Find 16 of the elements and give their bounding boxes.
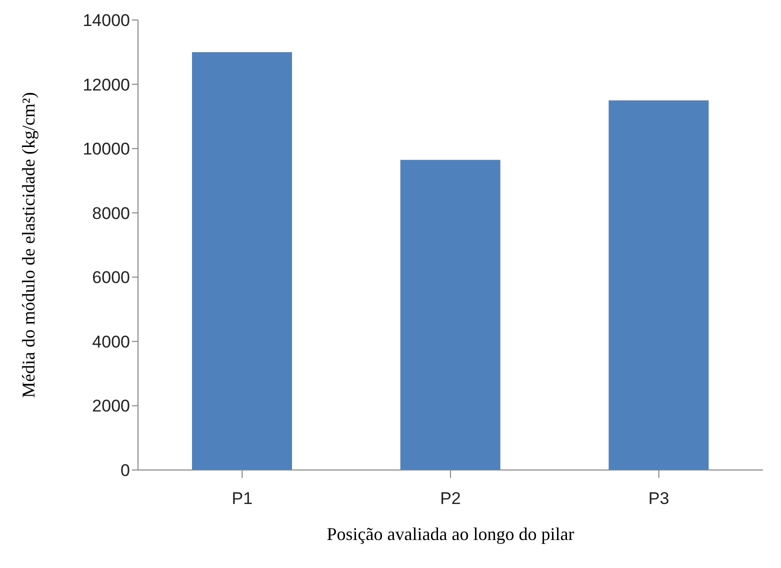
x-tick-label: P1 [232,489,253,508]
bar [192,52,292,470]
y-tick-label: 10000 [82,140,130,159]
y-tick-label: 12000 [82,75,130,94]
bar [400,160,500,470]
x-axis-title: Posição avaliada ao longo do pilar [326,524,574,544]
y-tick-label: 14000 [82,11,130,30]
x-tick-label: P3 [648,489,670,508]
y-tick-label: 4000 [92,332,130,352]
y-tick-label: 2000 [92,396,130,416]
y-axis-title: Média do módulo de elasticidade (kg/cm²) [18,92,38,398]
bar [608,100,709,470]
y-tick-label: 8000 [92,204,130,223]
y-tick-label: 6000 [92,268,130,288]
y-tick-label: 0 [120,461,130,480]
x-tick-label: P2 [440,489,461,508]
